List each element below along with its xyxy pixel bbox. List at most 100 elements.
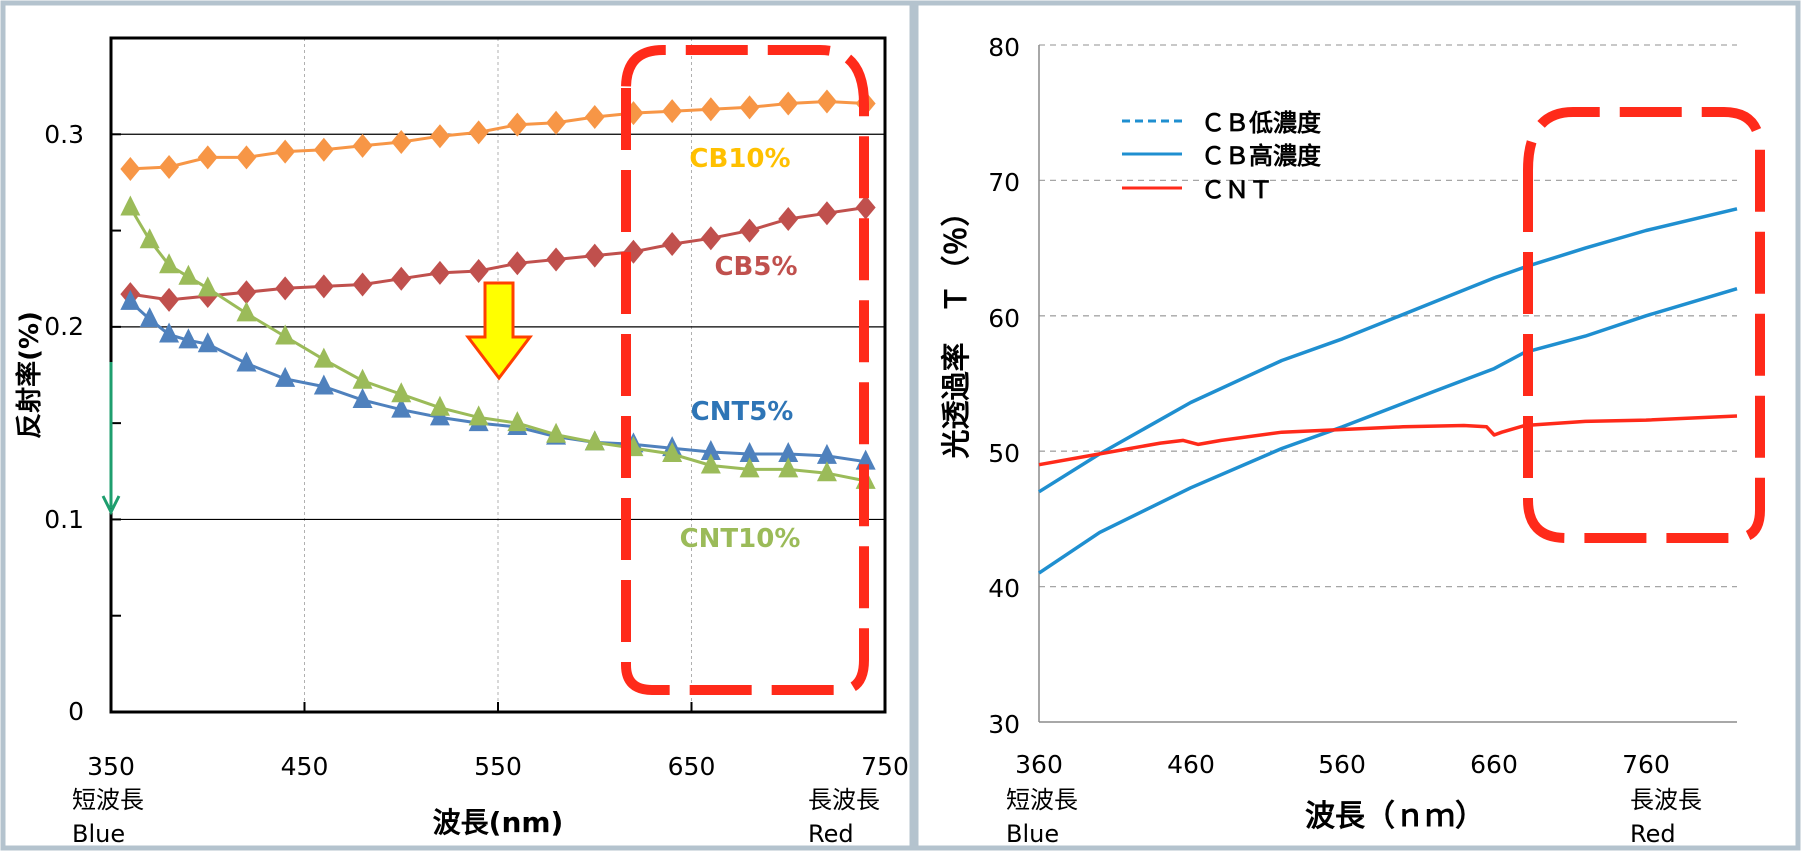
left-data-point-2 [139, 307, 160, 328]
right-y-tick-label: 60 [988, 304, 1020, 333]
left-blue-note: Blue [72, 820, 125, 848]
right-blue-note: Blue [1006, 820, 1059, 848]
left-x-tick-label: 450 [281, 752, 329, 781]
right-y-tick-label: 80 [988, 33, 1020, 62]
left-data-point-1 [275, 276, 296, 301]
right-series-line-0 [1038, 207, 1738, 494]
right-x-tick-label: 460 [1167, 750, 1215, 779]
left-x-tick-labels: 350 450 550 650 750 [87, 752, 909, 781]
legend-label-cnt: ＣＮＴ [1201, 176, 1273, 204]
left-highlight-box [621, 45, 869, 695]
decrease-arrow-icon [464, 281, 534, 381]
left-data-point-2 [275, 366, 296, 387]
left-data-point-3 [662, 441, 683, 462]
series-label-cnt10: CNT10% [680, 524, 801, 554]
left-data-point-0 [275, 139, 296, 164]
right-x-tick-label: 360 [1015, 750, 1063, 779]
left-data-point-3 [507, 411, 528, 432]
left-y-tick-labels: 0 0.1 0.2 0.3 [44, 120, 84, 726]
left-x-axis-title: 波長(nm) [433, 806, 564, 839]
right-y-tick-label: 70 [988, 168, 1020, 197]
right-short-wave-note: 短波長 [1006, 786, 1078, 814]
right-y-axis-title: 光透過率 Ｔ（％） [939, 197, 973, 458]
left-data-point-0 [662, 99, 683, 124]
left-y-tick-label: 0.3 [44, 120, 84, 149]
left-data-point-3 [236, 301, 257, 322]
left-data-point-0 [584, 104, 605, 129]
right-x-tick-label: 760 [1622, 750, 1670, 779]
left-data-point-0 [352, 133, 373, 158]
series-label-cb10: CB10% [689, 144, 790, 174]
left-data-point-1 [468, 259, 489, 284]
transmittance-chart: 30 40 50 60 70 80 360 460 560 660 760 波長… [939, 33, 1765, 848]
left-data-point-3 [352, 368, 373, 389]
left-data-point-3 [429, 395, 450, 416]
left-data-point-0 [778, 91, 799, 116]
left-data-point-0 [816, 89, 837, 114]
series-label-cb5: CB5% [714, 252, 797, 282]
left-panel-frame [0, 0, 915, 851]
left-tick-marks [110, 133, 886, 713]
left-data-point-0 [197, 145, 218, 170]
series-label-cnt5: CNT5% [691, 397, 794, 427]
left-data-point-3 [739, 457, 760, 478]
right-y-tick-label: 40 [988, 574, 1020, 603]
left-data-point-0 [507, 112, 528, 137]
left-data-point-1 [159, 287, 180, 312]
right-highlight-box [1523, 107, 1765, 543]
right-x-tick-label: 660 [1470, 750, 1518, 779]
right-y-tick-label: 30 [988, 710, 1020, 739]
left-y-axis-title: 反射率(%) [14, 311, 45, 439]
left-data-point-0 [120, 156, 141, 181]
left-data-point-2 [120, 289, 141, 310]
left-data-point-1 [352, 272, 373, 297]
legend-label-cb-low: ＣＢ低濃度 [1201, 109, 1322, 137]
left-data-point-1 [507, 251, 528, 276]
left-y-tick-label: 0 [68, 697, 84, 726]
left-data-point-3 [178, 264, 199, 285]
left-data-point-1 [429, 260, 450, 285]
left-long-wave-note: 長波長 [808, 786, 880, 814]
left-y-tick-label: 0.1 [44, 505, 84, 534]
left-data-point-2 [700, 440, 721, 461]
left-data-point-1 [816, 201, 837, 226]
left-x-tick-label: 750 [861, 752, 909, 781]
left-data-point-2 [352, 388, 373, 409]
left-data-point-2 [391, 397, 412, 418]
left-x-tick-label: 650 [668, 752, 716, 781]
left-data-point-2 [236, 351, 257, 372]
left-data-point-1 [584, 243, 605, 268]
left-data-point-1 [778, 207, 799, 232]
left-data-point-0 [700, 97, 721, 122]
left-data-point-2 [816, 443, 837, 464]
left-data-point-1 [546, 247, 567, 272]
left-data-point-3 [313, 347, 334, 368]
left-data-point-3 [546, 422, 567, 443]
left-data-point-3 [159, 253, 180, 274]
left-data-point-3 [700, 453, 721, 474]
left-y-tick-label: 0.2 [44, 312, 84, 341]
left-data-point-0 [236, 145, 257, 170]
left-data-point-2 [313, 374, 334, 395]
left-data-point-0 [391, 129, 412, 154]
green-down-arrow-icon [101, 362, 121, 516]
left-data-point-1 [662, 232, 683, 257]
left-data-point-3 [275, 324, 296, 345]
left-data-point-3 [120, 195, 141, 216]
left-data-point-1 [855, 195, 876, 220]
left-series-line-2 [129, 300, 866, 464]
left-data-point-0 [739, 95, 760, 120]
left-short-wave-note: 短波長 [72, 786, 144, 814]
right-x-tick-labels: 360 460 560 660 760 [1015, 750, 1670, 779]
legend-label-cb-high: ＣＢ高濃度 [1201, 142, 1322, 170]
left-data-point-0 [429, 124, 450, 149]
reflectance-chart: 350 450 550 650 750 0 0.1 0.2 0.3 波長(nm)… [14, 36, 909, 848]
left-x-tick-label: 350 [87, 752, 135, 781]
left-data-point-1 [391, 266, 412, 291]
right-series-group [1038, 207, 1738, 575]
right-x-axis-title: 波長（ｎｍ） [1305, 799, 1485, 834]
left-data-point-2 [778, 441, 799, 462]
left-series-group [120, 89, 876, 489]
left-data-point-0 [468, 120, 489, 145]
